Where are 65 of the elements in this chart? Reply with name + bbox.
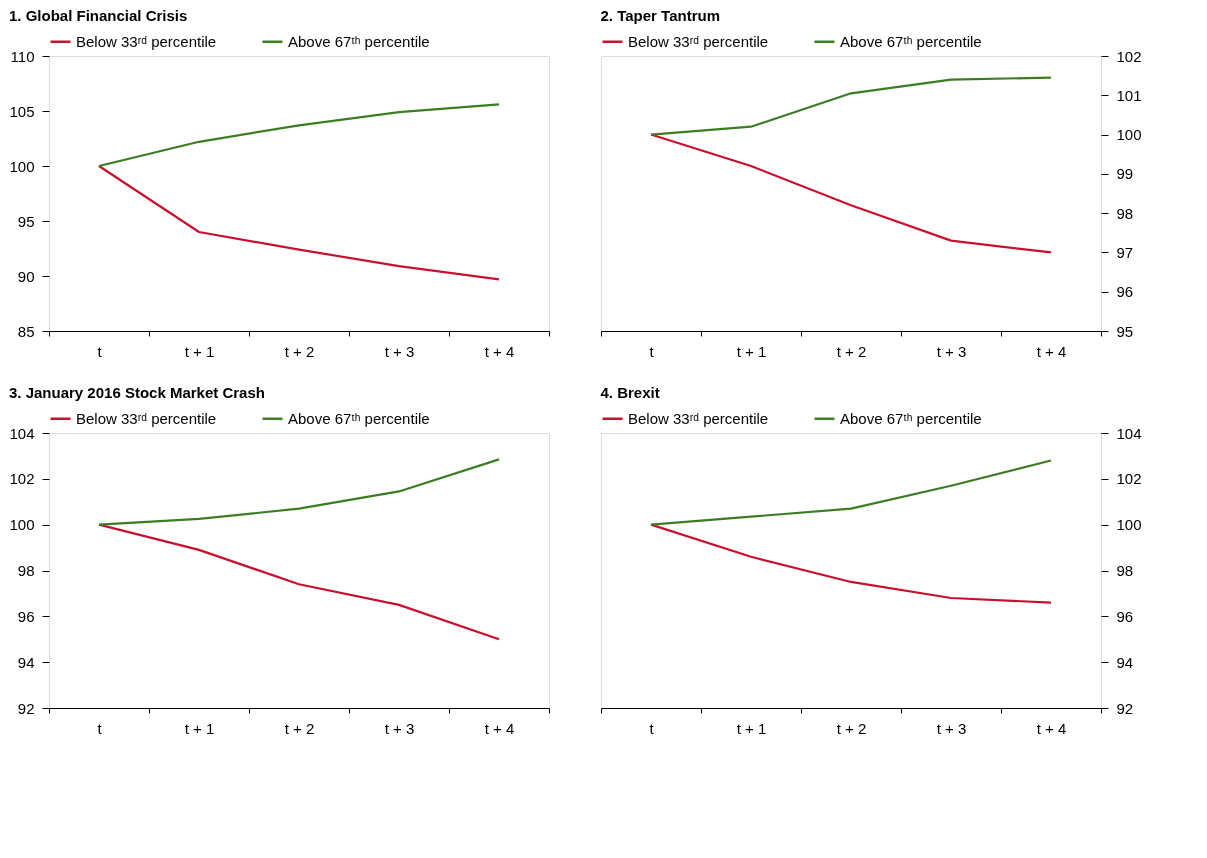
y-tick-label: 105 <box>9 102 35 120</box>
legend-label: Below 33ʳᵈ percentile <box>76 32 217 50</box>
x-tick-label: t + 1 <box>184 719 215 737</box>
legend-label: Below 33ʳᵈ percentile <box>76 409 217 427</box>
chart-title: 3. January 2016 Stock Market Crash <box>8 384 265 401</box>
legend-label: Above 67ᵗʰ percentile <box>288 409 430 427</box>
y-tick-label: 96 <box>17 607 35 625</box>
chart-title: 2. Taper Tantrum <box>600 7 720 24</box>
y-tick-label: 100 <box>9 516 35 534</box>
y2-tick-label: 98 <box>1116 562 1134 579</box>
x-tick-label: t + 4 <box>484 342 515 360</box>
legend-label: Above 67ᵗʰ percentile <box>288 32 430 50</box>
y-tick-label: 104 <box>9 424 35 442</box>
chart-title: 1. Global Financial Crisis <box>8 7 188 24</box>
x-tick-label: t + 2 <box>836 342 867 360</box>
y2-tick-label: 97 <box>1116 243 1134 261</box>
y2-tick-label: 92 <box>1116 699 1134 717</box>
line-series <box>649 76 1053 136</box>
x-tick-label: t <box>97 719 103 737</box>
legend-label: Above 67ᵗʰ percentile <box>840 409 982 427</box>
y2-tick-label: 100 <box>1116 516 1142 534</box>
x-tick-label: t + 3 <box>384 342 415 360</box>
x-tick-label: t + 3 <box>936 719 967 737</box>
x-tick-label: t <box>649 719 655 737</box>
y2-tick-label: 102 <box>1116 47 1142 65</box>
x-tick-label: t + 3 <box>384 719 415 737</box>
legend-label: Above 67ᵗʰ percentile <box>840 32 982 50</box>
line-series <box>97 458 501 526</box>
legend-label: Below 33ʳᵈ percentile <box>628 409 769 427</box>
x-tick-label: t + 2 <box>836 719 867 737</box>
y-tick-label: 94 <box>17 653 35 671</box>
y2-tick-label: 94 <box>1116 653 1134 671</box>
x-tick-label: t + 1 <box>736 342 767 360</box>
y-tick-label: 100 <box>9 157 35 175</box>
y-tick-label: 102 <box>9 470 35 488</box>
x-tick-label: t + 1 <box>184 342 215 360</box>
y2-tick-label: 96 <box>1116 607 1134 625</box>
x-tick-label: t + 1 <box>736 719 767 737</box>
y-tick-label: 110 <box>10 47 35 65</box>
x-tick-label: t + 2 <box>284 342 315 360</box>
y-tick-label: 90 <box>17 267 35 285</box>
y2-tick-label: 99 <box>1116 165 1134 183</box>
x-tick-label: t + 4 <box>1036 342 1067 360</box>
x-tick-label: t + 4 <box>484 719 515 737</box>
y2-tick-label: 100 <box>1116 126 1142 144</box>
y2-tick-label: 96 <box>1116 283 1134 301</box>
legend-label: Below 33ʳᵈ percentile <box>628 32 769 50</box>
y-tick-label: 98 <box>17 562 35 579</box>
x-tick-label: t + 3 <box>936 342 967 360</box>
line-series <box>649 459 1053 526</box>
line-series <box>97 103 501 168</box>
chart-title: 4. Brexit <box>600 384 660 401</box>
x-tick-label: t <box>97 342 103 360</box>
y-tick-label: 85 <box>17 322 35 340</box>
x-tick-label: t + 2 <box>284 719 315 737</box>
y2-tick-label: 101 <box>1116 86 1142 104</box>
y2-tick-label: 104 <box>1116 424 1142 442</box>
y2-tick-label: 98 <box>1116 204 1134 222</box>
y2-tick-label: 102 <box>1116 470 1142 488</box>
y-tick-label: 92 <box>17 699 35 717</box>
line-series <box>97 164 501 281</box>
x-tick-label: t + 4 <box>1036 719 1067 737</box>
y2-tick-label: 95 <box>1116 322 1134 340</box>
y-tick-label: 95 <box>17 212 35 230</box>
x-tick-label: t <box>649 342 655 360</box>
